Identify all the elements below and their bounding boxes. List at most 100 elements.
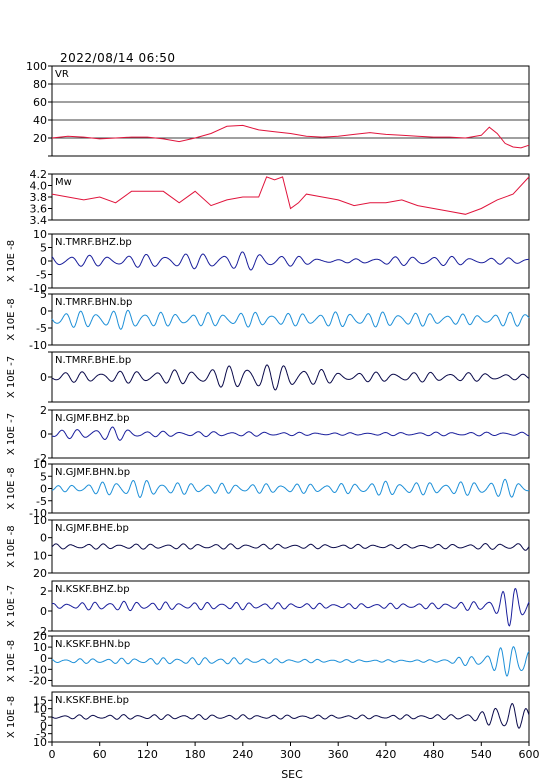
y-tick-label: 0 [40,428,47,441]
trace-line [51,587,530,627]
x-tick-label: 120 [137,748,158,761]
panel-frame [51,635,530,687]
panel-4: 0 N.TMRF.BHE.bp X 10E -7 [6,351,530,403]
y-tick-label: 10 [33,703,47,716]
x-tick-label: 420 [375,748,396,761]
panel-label: N.GJMF.BHZ.bp [55,413,129,424]
y-tick-label: 4.2 [30,168,48,181]
trace-line [51,251,530,271]
panel-8: -2 0 2 N.KSKF.BHZ.bp X 10E -7 [6,580,530,638]
trace-line [51,478,530,498]
x-tick-label: 360 [328,748,349,761]
y-tick-label: 10 [33,514,47,527]
panel-label: N.KSKF.BHZ.bp [55,584,130,595]
trace-line [51,703,530,729]
y-tick-label: 5 [40,711,47,724]
y-tick-label: 5 [40,242,47,255]
panel-5: -2 0 2 N.GJMF.BHZ.bp X 10E -7 [6,404,530,465]
y-tick-label: 0 [40,719,47,732]
x-tick-label: 60 [93,748,107,761]
y-tick-label: 10 [33,736,47,749]
y-axis-label: X 10E -8 [6,467,17,509]
y-tick-label: 0 [40,371,47,384]
x-tick-label: 240 [232,748,253,761]
y-tick-label: 10 [33,549,47,562]
panel-0: 20 40 60 80 100 VR [26,60,530,157]
panel-frame [51,65,530,157]
y-tick-label: -10 [29,663,47,676]
chart-title: 2022/08/14 06:50 [60,51,176,65]
y-tick-label: 0 [40,255,47,268]
y-tick-label: 4.0 [30,180,48,193]
panel-label: N.KSKF.BHE.bp [55,695,129,706]
y-tick-label: -10 [29,507,47,520]
y-tick-label: 10 [33,458,47,471]
y-axis-label: X 10E -7 [6,585,17,627]
y-tick-label: -5 [36,322,47,335]
y-tick-label: 0 [40,305,47,318]
y-tick-label: 10 [33,228,47,241]
y-tick-label: -10 [29,282,47,295]
y-tick-label: 20 [33,132,47,145]
trace-line [51,426,530,441]
y-tick-label: -5 [36,728,47,741]
y-tick-label: 20 [33,567,47,580]
y-tick-label: 0 [40,605,47,618]
x-tick-label: 480 [423,748,444,761]
panel-label: N.TMRF.BHE.bp [55,355,131,366]
y-tick-label: -10 [29,339,47,352]
panel-label: N.TMRF.BHN.bp [55,297,132,308]
panel-7: 20 10 0 10 N.GJMF.BHE.bp X 10E -8 [6,514,530,580]
y-tick-label: -5 [36,495,47,508]
y-tick-label: 100 [26,60,47,73]
y-axis-label: X 10E -8 [6,298,17,340]
y-tick-label: 15 [33,694,47,707]
x-tick-label: 300 [280,748,301,761]
panel-1: 3.43.63.84.04.2 Mw [30,168,530,227]
panel-frame [51,580,530,632]
y-tick-label: 3.4 [30,214,48,227]
y-tick-label: -5 [36,269,47,282]
y-tick-label: -20 [29,674,47,687]
y-tick-label: 0 [40,652,47,665]
trace-line [51,646,530,677]
panels-group: 20406080100VR3.43.63.84.04.2Mw-10-50510N… [6,60,530,749]
panel-label: N.GJMF.BHE.bp [55,523,129,534]
y-tick-label: 60 [33,96,47,109]
y-tick-label: -2 [36,625,47,638]
y-tick-label: -2 [36,452,47,465]
y-tick-label: 80 [33,78,47,91]
panel-label: VR [55,69,69,80]
y-tick-label: 2 [40,404,47,417]
panel-3: -10 -5 0 5 N.TMRF.BHN.bp X 10E -8 [6,288,530,352]
y-axis-label: X 10E -8 [6,240,17,282]
y-tick-label: 3.8 [30,191,48,204]
x-tick-label: 0 [49,748,56,761]
trace-line [51,124,530,149]
y-axis-label: X 10E -8 [6,525,17,567]
x-tick-label: 600 [519,748,540,761]
y-tick-label: 10 [33,641,47,654]
panel-label: N.TMRF.BHZ.bp [55,237,132,248]
y-tick-label: 2 [40,585,47,598]
trace-line [51,542,530,551]
panel-label: Mw [55,177,72,188]
y-axis-label: X 10E -7 [6,413,17,455]
y-tick-label: 3.6 [30,203,48,216]
y-axis-label: X 10E -8 [6,696,17,738]
y-tick-label: 5 [40,470,47,483]
trace-line [51,309,530,330]
y-tick-label: 5 [40,288,47,301]
x-axis: 0 60 120 180 240 300 360 420 480 540 600 [49,742,540,761]
panel-label: N.GJMF.BHN.bp [55,467,130,478]
x-axis-label: SEC [281,768,303,781]
panel-label: N.KSKF.BHN.bp [55,639,130,650]
trace-line [51,364,530,391]
y-tick-label: 20 [33,630,47,643]
y-tick-label: 40 [33,114,47,127]
